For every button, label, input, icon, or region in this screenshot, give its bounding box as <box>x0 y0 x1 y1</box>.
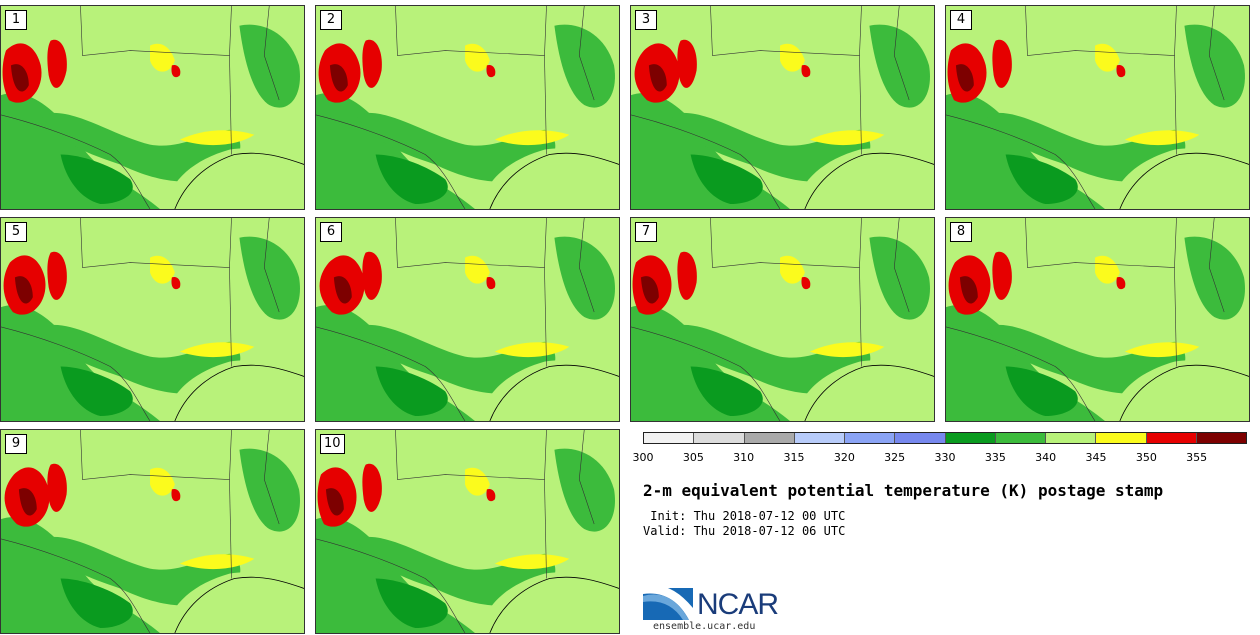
colorbar-tick-label: 320 <box>833 451 855 464</box>
colorbar-segment <box>895 433 946 443</box>
colorbar-tick-label: 330 <box>934 451 956 464</box>
map-panel: 6 <box>315 217 620 422</box>
map-field <box>316 218 619 421</box>
colorbar-segment <box>1196 433 1246 443</box>
colorbar-tick-label: 300 <box>632 451 654 464</box>
map-field <box>316 6 619 209</box>
ncar-logo-icon <box>643 585 693 620</box>
panel-number-label: 10 <box>320 434 345 454</box>
map-field <box>631 218 934 421</box>
chart-title: 2-m equivalent potential temperature (K)… <box>643 481 1164 500</box>
colorbar-tick-label: 315 <box>783 451 805 464</box>
panel-number-label: 3 <box>635 10 657 30</box>
colorbar <box>643 432 1247 444</box>
colorbar-segment <box>945 433 996 443</box>
map-panel: 3 <box>630 5 935 210</box>
colorbar-segment <box>1146 433 1197 443</box>
map-panel: 4 <box>945 5 1250 210</box>
colorbar-tick-label: 350 <box>1135 451 1157 464</box>
map-field <box>1 430 304 633</box>
map-panel: 8 <box>945 217 1250 422</box>
map-field <box>946 6 1249 209</box>
map-field <box>316 430 619 633</box>
map-field <box>946 218 1249 421</box>
map-field <box>1 218 304 421</box>
panel-number-label: 2 <box>320 10 342 30</box>
map-panel: 5 <box>0 217 305 422</box>
panel-number-label: 7 <box>635 222 657 242</box>
map-panel: 7 <box>630 217 935 422</box>
colorbar-segment <box>744 433 795 443</box>
colorbar-segment <box>995 433 1046 443</box>
site-url: ensemble.ucar.edu <box>653 621 756 632</box>
colorbar-segment <box>1046 433 1097 443</box>
colorbar-segment <box>845 433 896 443</box>
panel-number-label: 5 <box>5 222 27 242</box>
valid-time: Valid: Thu 2018-07-12 06 UTC <box>643 524 846 538</box>
panel-number-label: 9 <box>5 434 27 454</box>
map-panel: 10 <box>315 429 620 634</box>
map-field <box>1 6 304 209</box>
panel-number-label: 6 <box>320 222 342 242</box>
colorbar-tick-label: 325 <box>884 451 906 464</box>
init-time: Init: Thu 2018-07-12 00 UTC <box>643 509 846 523</box>
colorbar-segment <box>1096 433 1147 443</box>
colorbar-segment <box>794 433 845 443</box>
map-panel: 1 <box>0 5 305 210</box>
colorbar-tick-label: 340 <box>1035 451 1057 464</box>
colorbar-segment <box>694 433 745 443</box>
colorbar-tick-label: 305 <box>682 451 704 464</box>
colorbar-tick-label: 310 <box>733 451 755 464</box>
panel-number-label: 4 <box>950 10 972 30</box>
map-panel: 2 <box>315 5 620 210</box>
logo-text: NCAR <box>697 588 779 621</box>
colorbar-ticks: 300 305 310 315 320 325 330 335 340 345 350 355 <box>633 451 1247 465</box>
map-panel: 9 <box>0 429 305 634</box>
map-field <box>631 6 934 209</box>
panel-number-label: 1 <box>5 10 27 30</box>
colorbar-segment <box>644 433 695 443</box>
colorbar-tick-label: 345 <box>1085 451 1107 464</box>
panel-number-label: 8 <box>950 222 972 242</box>
colorbar-tick-label: 355 <box>1186 451 1208 464</box>
colorbar-tick-label: 335 <box>984 451 1006 464</box>
